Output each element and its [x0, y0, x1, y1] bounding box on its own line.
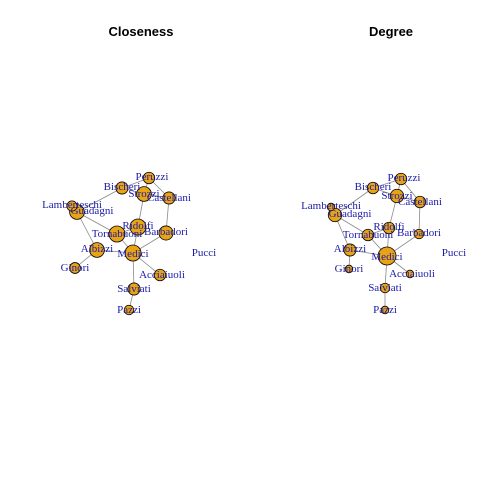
closeness-label-guadagni: Guadagni [71, 205, 114, 217]
degree-label-guadagni: Guadagni [329, 208, 372, 220]
degree-panel: Degree Acciaiuoli Albizzi Barbadori Bischer… [301, 24, 466, 316]
closeness-label-bischeri: Bischeri [104, 181, 141, 193]
degree-label-strozzi: Strozzi [381, 190, 412, 202]
degree-node-barbadori [413, 228, 425, 240]
closeness-node-bischeri [115, 181, 129, 195]
degree-label-lamberteschi: Lamberteschi [301, 200, 361, 212]
degree-title: Degree [369, 24, 413, 39]
closeness-edge-bischeri-guadagni [76, 187, 123, 213]
closeness-label-lamberteschi: Lamberteschi [42, 199, 102, 211]
degree-label-peruzzi: Peruzzi [388, 172, 421, 184]
degree-labels: Acciaiuoli Albizzi Barbadori Bischeri Castel… [301, 172, 466, 316]
closeness-label-pucci: Pucci [192, 247, 216, 259]
closeness-label-castellani: Castellani [147, 192, 191, 204]
degree-label-ginori: Ginori [335, 263, 364, 275]
closeness-label-barbadori: Barbadori [144, 226, 188, 238]
closeness-node-acciaiuoli [153, 268, 167, 282]
closeness-labels: Acciaiuoli Albizzi Barbadori Bischeri Castel… [42, 171, 216, 316]
degree-label-castellani: Castellani [398, 196, 442, 208]
closeness-panel: Closeness Acciaiuoli Albizzi Barbadori Bisc… [42, 24, 216, 316]
degree-node-salviati [379, 282, 391, 294]
degree-node-albizzi [343, 243, 357, 257]
degree-label-albizzi: Albizzi [334, 243, 366, 255]
degree-node-tornabuoni [361, 228, 375, 242]
closeness-label-salviati: Salviati [117, 283, 151, 295]
degree-label-salviati: Salviati [368, 282, 402, 294]
degree-node-castellani [413, 195, 427, 209]
degree-label-bischeri: Bischeri [355, 181, 392, 193]
degree-label-tornabuoni: Tornabuoni [343, 229, 394, 241]
degree-label-medici: Medici [371, 251, 402, 263]
degree-label-barbadori: Barbadori [397, 227, 441, 239]
degree-node-bischeri [366, 181, 380, 195]
degree-node-acciaiuoli [405, 269, 415, 279]
closeness-node-strozzi [136, 186, 152, 202]
degree-node-ridolfi [382, 221, 396, 235]
closeness-node-medici [124, 244, 142, 262]
closeness-node-lamberteschi [66, 200, 78, 212]
closeness-title: Closeness [108, 24, 173, 39]
closeness-label-acciaiuoli: Acciaiuoli [139, 269, 185, 281]
closeness-label-medici: Medici [117, 248, 148, 260]
closeness-node-salviati [127, 282, 141, 296]
closeness-node-ridolfi [129, 218, 147, 236]
closeness-node-tornabuoni [108, 225, 126, 243]
closeness-node-castellani [162, 191, 176, 205]
closeness-label-peruzzi: Peruzzi [136, 171, 169, 183]
degree-label-pucci: Pucci [442, 247, 466, 259]
closeness-node-ginori [69, 262, 81, 274]
closeness-label-tornabuoni: Tornabuoni [92, 228, 143, 240]
degree-label-ridolfi: Ridolfi [373, 221, 404, 233]
closeness-node-peruzzi [142, 171, 156, 185]
degree-node-pazzi [380, 305, 390, 315]
closeness-nodes [66, 171, 176, 316]
degree-node-strozzi [389, 188, 405, 204]
closeness-label-ridolfi: Ridolfi [122, 220, 153, 232]
degree-label-pazzi: Pazzi [373, 304, 397, 316]
degree-edge-bischeri-guadagni [334, 187, 374, 216]
degree-node-ginori [344, 264, 354, 274]
closeness-label-albizzi: Albizzi [81, 243, 113, 255]
closeness-node-barbadori [158, 225, 174, 241]
closeness-label-pazzi: Pazzi [117, 304, 141, 316]
degree-nodes [326, 172, 427, 315]
degree-node-medici [377, 246, 397, 266]
closeness-label-ginori: Ginori [61, 262, 90, 274]
degree-node-peruzzi [394, 172, 408, 186]
closeness-label-strozzi: Strozzi [128, 188, 159, 200]
closeness-node-albizzi [89, 242, 105, 258]
degree-label-acciaiuoli: Acciaiuoli [389, 268, 435, 280]
degree-node-lamberteschi [326, 202, 336, 212]
closeness-node-pazzi [123, 304, 135, 316]
